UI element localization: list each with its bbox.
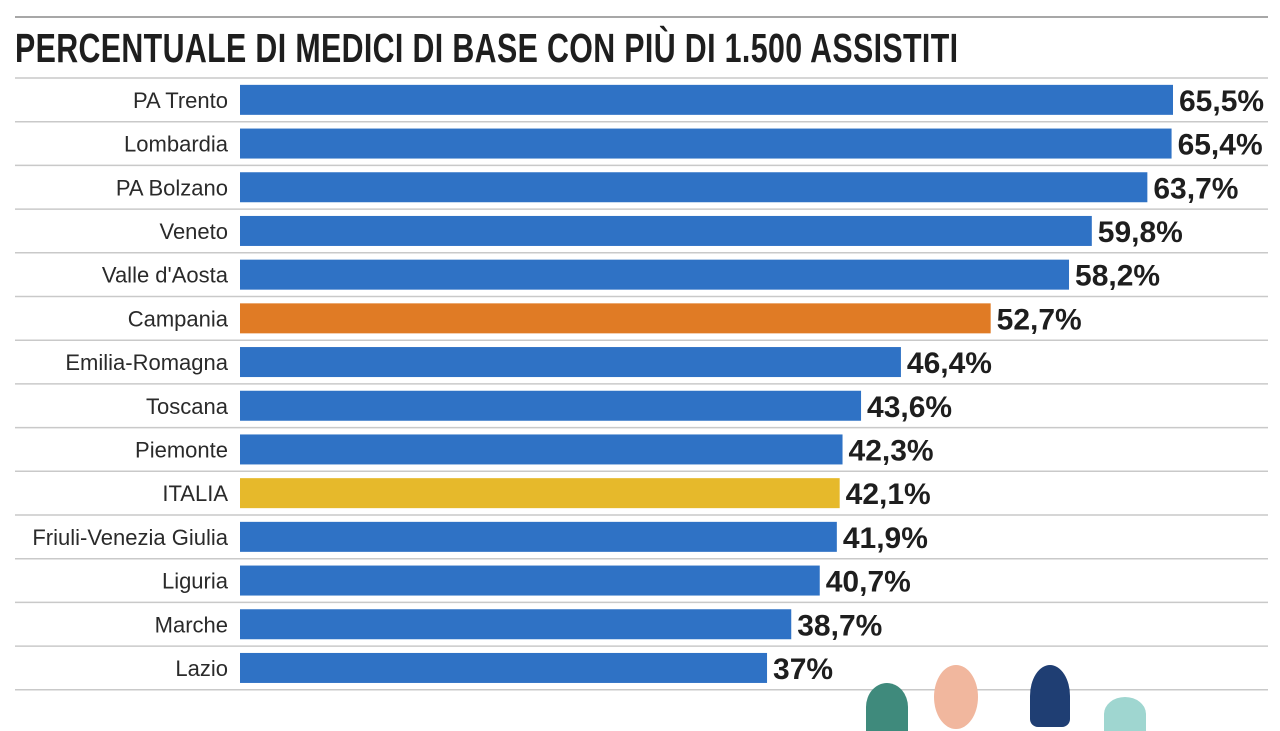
bar	[240, 390, 862, 421]
category-label: Liguria	[162, 569, 229, 594]
bar	[240, 521, 837, 552]
category-label: Campania	[128, 306, 229, 331]
bar	[240, 84, 1173, 115]
category-label: Piemonte	[135, 437, 228, 462]
category-label: Emilia-Romagna	[65, 350, 228, 375]
bar	[240, 172, 1148, 203]
value-label: 43,6%	[867, 391, 952, 424]
decorative-figure-green	[866, 683, 908, 731]
bar	[240, 128, 1172, 159]
value-label: 65,5%	[1179, 85, 1264, 118]
value-label: 63,7%	[1153, 172, 1238, 205]
bar	[240, 652, 768, 683]
category-label: Lombardia	[124, 132, 229, 157]
bar	[240, 303, 991, 334]
category-label: Veneto	[159, 219, 228, 244]
bar	[240, 478, 840, 509]
category-label: PA Trento	[133, 88, 228, 113]
category-label: ITALIA	[162, 481, 228, 506]
category-label: Friuli-Venezia Giulia	[32, 525, 228, 550]
bar	[240, 347, 901, 378]
value-label: 59,8%	[1098, 216, 1183, 249]
value-label: 40,7%	[826, 566, 911, 599]
category-label: Marche	[155, 612, 228, 637]
bar	[240, 565, 820, 596]
bar-chart: PA Trento 65,5% Lombardia 65,4% PA Bolzano 63…	[15, 77, 1268, 691]
top-rule	[15, 16, 1268, 18]
category-label: PA Bolzano	[116, 175, 228, 200]
bar	[240, 259, 1070, 290]
category-label: Toscana	[146, 394, 229, 419]
category-label: Lazio	[175, 656, 228, 681]
chart-title: PERCENTUALE DI MEDICI DI BASE CON PIÙ DI…	[15, 25, 959, 71]
decorative-figure-teal	[1104, 697, 1146, 731]
value-label: 65,4%	[1178, 129, 1263, 162]
decorative-figure-face	[934, 665, 978, 729]
value-label: 41,9%	[843, 522, 928, 555]
category-label: Valle d'Aosta	[102, 263, 229, 288]
decorative-figure-blue	[1030, 665, 1070, 727]
bar	[240, 215, 1092, 246]
value-label: 52,7%	[997, 303, 1082, 336]
value-label: 42,1%	[846, 478, 931, 511]
value-label: 38,7%	[797, 609, 882, 642]
value-label: 46,4%	[907, 347, 992, 380]
bar	[240, 434, 843, 465]
value-label: 58,2%	[1075, 260, 1160, 293]
value-label: 42,3%	[849, 434, 934, 467]
bar	[240, 609, 792, 640]
value-label: 37%	[773, 653, 833, 686]
